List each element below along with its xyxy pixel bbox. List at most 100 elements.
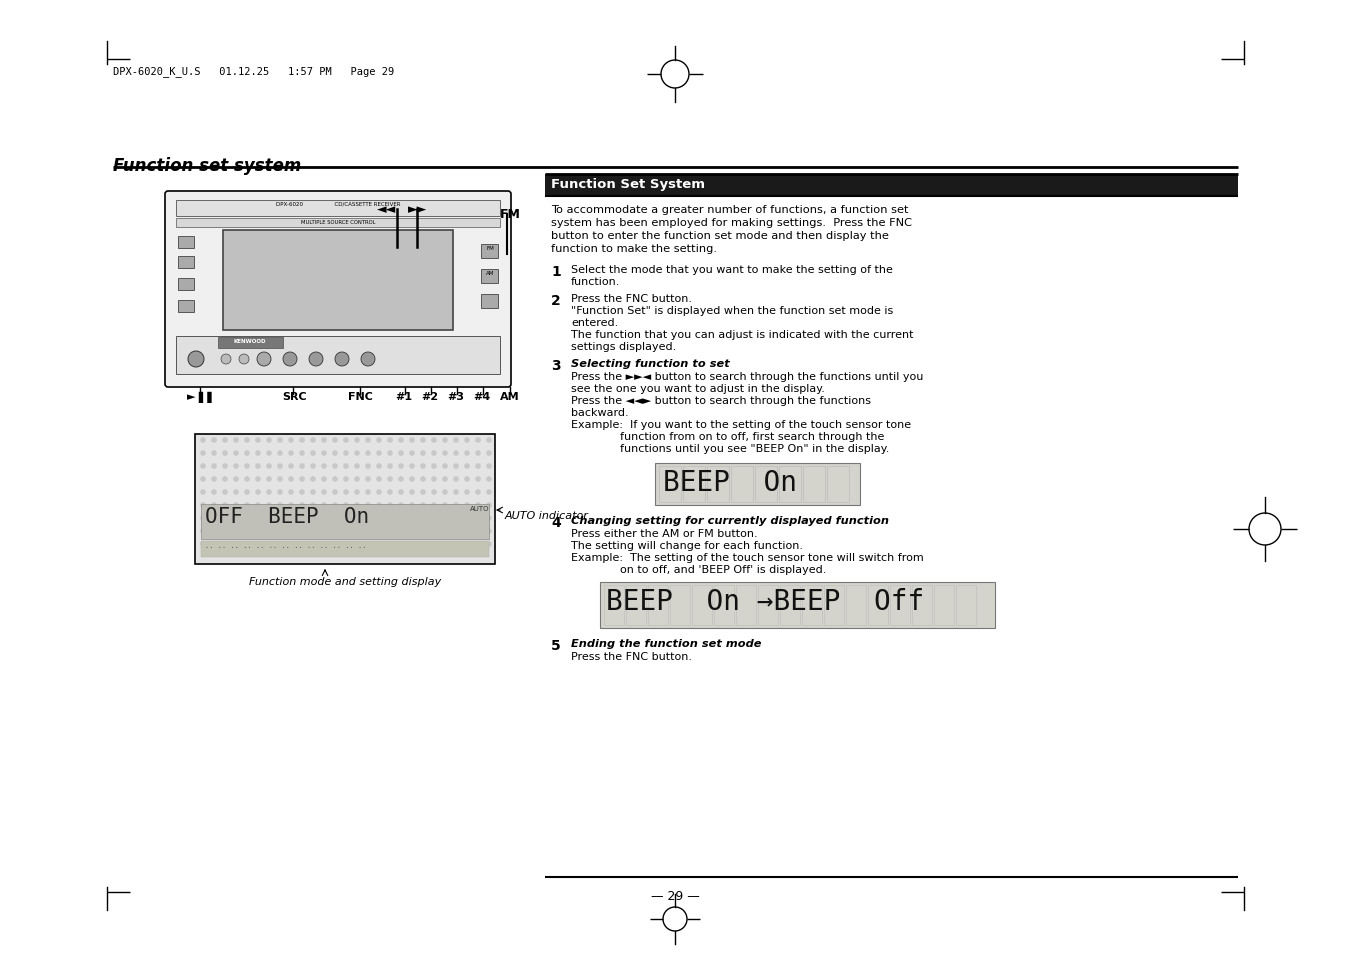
Text: Example:  If you want to the setting of the touch sensor tone: Example: If you want to the setting of t… <box>571 419 911 430</box>
Circle shape <box>343 516 349 521</box>
Circle shape <box>288 451 293 456</box>
Circle shape <box>431 437 436 443</box>
Text: — 29 —: — 29 — <box>651 889 700 902</box>
Bar <box>178 256 195 269</box>
Circle shape <box>376 490 382 496</box>
Text: FNC: FNC <box>349 392 373 401</box>
Circle shape <box>322 529 327 535</box>
Circle shape <box>211 490 216 496</box>
Circle shape <box>332 516 338 521</box>
Circle shape <box>200 476 205 482</box>
Circle shape <box>311 451 316 456</box>
Bar <box>713 585 734 625</box>
Circle shape <box>343 451 349 456</box>
Circle shape <box>245 502 250 508</box>
Circle shape <box>277 476 282 482</box>
Circle shape <box>354 502 359 508</box>
Bar <box>178 236 195 249</box>
Circle shape <box>234 502 239 508</box>
Circle shape <box>486 502 492 508</box>
Circle shape <box>465 490 470 496</box>
Bar <box>481 294 499 309</box>
Text: The function that you can adjust is indicated with the current: The function that you can adjust is indi… <box>571 330 913 339</box>
Circle shape <box>245 451 250 456</box>
Circle shape <box>222 490 228 496</box>
Circle shape <box>365 490 370 496</box>
Circle shape <box>332 437 338 443</box>
Circle shape <box>245 541 250 547</box>
Text: ►▐▐: ►▐▐ <box>186 392 212 403</box>
Circle shape <box>453 437 459 443</box>
Text: AM: AM <box>500 392 520 401</box>
Bar <box>201 504 489 539</box>
Circle shape <box>332 529 338 535</box>
Circle shape <box>376 516 382 521</box>
Circle shape <box>376 541 382 547</box>
Text: button to enter the function set mode and then display the: button to enter the function set mode an… <box>551 231 889 241</box>
Circle shape <box>465 464 470 469</box>
Circle shape <box>399 502 404 508</box>
Text: The setting will change for each function.: The setting will change for each functio… <box>571 540 802 551</box>
Circle shape <box>388 437 393 443</box>
Circle shape <box>431 476 436 482</box>
Circle shape <box>399 451 404 456</box>
Text: Function Set System: Function Set System <box>551 178 705 191</box>
Circle shape <box>211 451 216 456</box>
Circle shape <box>255 541 261 547</box>
Text: Changing setting for currently displayed function: Changing setting for currently displayed… <box>571 516 889 525</box>
Circle shape <box>343 476 349 482</box>
Circle shape <box>343 529 349 535</box>
Circle shape <box>222 529 228 535</box>
Circle shape <box>288 464 293 469</box>
Text: Function mode and setting display: Function mode and setting display <box>249 577 442 586</box>
Circle shape <box>288 437 293 443</box>
Circle shape <box>200 451 205 456</box>
Circle shape <box>354 476 359 482</box>
Circle shape <box>299 529 305 535</box>
Circle shape <box>376 502 382 508</box>
Circle shape <box>365 437 370 443</box>
Circle shape <box>365 529 370 535</box>
Bar <box>827 467 848 502</box>
Circle shape <box>354 541 359 547</box>
Bar <box>659 467 681 502</box>
Circle shape <box>282 353 297 367</box>
Circle shape <box>476 464 481 469</box>
Text: system has been employed for making settings.  Press the FNC: system has been employed for making sett… <box>551 218 912 228</box>
Bar <box>758 585 778 625</box>
Circle shape <box>266 451 272 456</box>
Text: FM: FM <box>486 246 494 251</box>
Text: Press the FNC button.: Press the FNC button. <box>571 294 692 304</box>
Bar <box>846 585 866 625</box>
Bar <box>600 582 994 628</box>
Circle shape <box>266 464 272 469</box>
Circle shape <box>486 529 492 535</box>
Circle shape <box>288 476 293 482</box>
Text: on to off, and 'BEEP Off' is displayed.: on to off, and 'BEEP Off' is displayed. <box>571 564 827 575</box>
Circle shape <box>245 490 250 496</box>
Circle shape <box>288 516 293 521</box>
Circle shape <box>453 476 459 482</box>
Bar <box>218 337 282 349</box>
Circle shape <box>266 529 272 535</box>
Circle shape <box>200 502 205 508</box>
Circle shape <box>200 490 205 496</box>
Circle shape <box>365 464 370 469</box>
Text: entered.: entered. <box>571 317 619 328</box>
Circle shape <box>431 541 436 547</box>
Circle shape <box>486 490 492 496</box>
Text: function to make the setting.: function to make the setting. <box>551 244 717 253</box>
Circle shape <box>420 437 426 443</box>
Text: see the one you want to adjust in the display.: see the one you want to adjust in the di… <box>571 384 825 394</box>
Circle shape <box>409 490 415 496</box>
Bar <box>223 231 453 331</box>
Circle shape <box>188 352 204 368</box>
Circle shape <box>234 541 239 547</box>
Bar <box>912 585 932 625</box>
Text: Example:  The setting of the touch sensor tone will switch from: Example: The setting of the touch sensor… <box>571 553 924 562</box>
Circle shape <box>266 476 272 482</box>
Text: #3: #3 <box>447 392 463 401</box>
Bar <box>481 245 499 258</box>
Bar <box>626 585 646 625</box>
Circle shape <box>409 516 415 521</box>
